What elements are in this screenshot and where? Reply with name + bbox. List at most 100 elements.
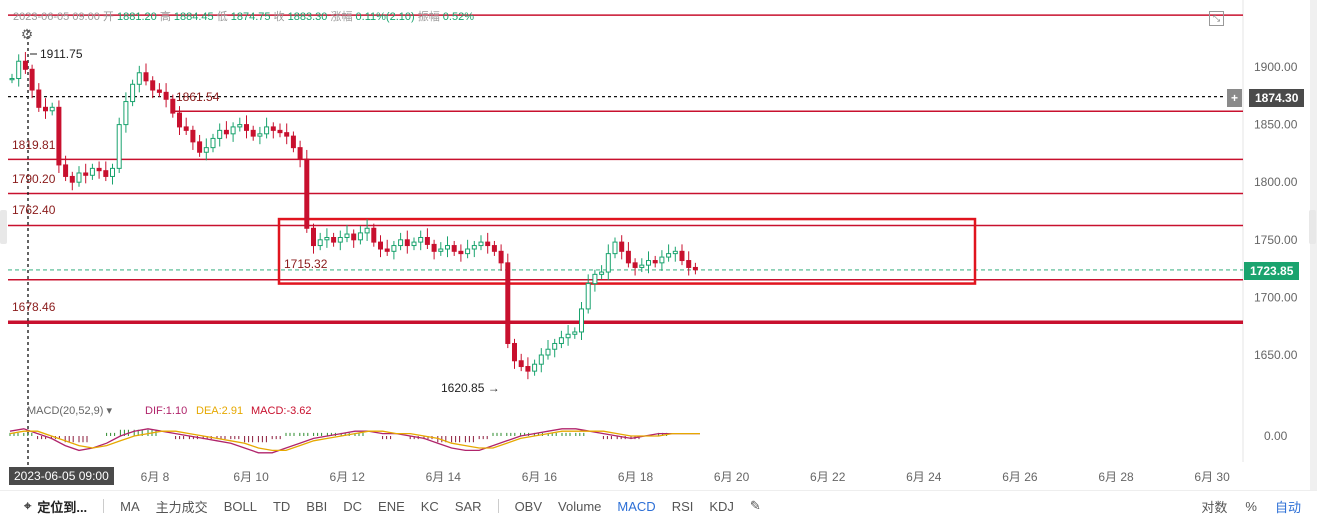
price-chart-svg[interactable]: 1900.00 1850.00 1800.00 1750.00 1700.00 1650.… (0, 0, 1317, 490)
ohlc-info-bar: 2023-06-05 09:00 开 1881.20 高 1884.45 低 1… (13, 8, 474, 24)
candle-body (43, 106, 48, 112)
candle-body (612, 241, 618, 255)
settings-icon[interactable]: ⚙ (20, 26, 34, 42)
candle-body (230, 126, 236, 135)
log-scale-toggle[interactable]: 对数 (1201, 499, 1228, 515)
level-label-1715: 1715.32 (284, 257, 328, 271)
candle-body (398, 239, 404, 247)
candle-body (512, 342, 517, 362)
info-change-label: 涨幅 (330, 11, 353, 23)
locate-button[interactable]: ⌖ 定位到... (24, 497, 87, 516)
candle-body (572, 331, 578, 335)
macd-dea-line (9, 430, 700, 452)
candle-body (297, 147, 303, 160)
candle-body (264, 126, 270, 135)
candle-body (76, 172, 82, 183)
indicator-macd[interactable]: MACD (617, 498, 656, 514)
x-tick-label: 6月 26 (1002, 470, 1038, 484)
candle-body (156, 89, 162, 93)
candle-body (116, 124, 122, 169)
candle-body (565, 333, 571, 339)
candle-body (22, 60, 28, 70)
candle-body (632, 262, 638, 268)
indicator-toolbar: ⌖ 定位到... MA 主力成交 BOLL TD BBI DC ENE KC S… (0, 490, 1317, 521)
y-tick-label: 1900.00 (1254, 60, 1298, 74)
indicator-sar[interactable]: SAR (454, 498, 482, 514)
percent-scale-toggle[interactable]: % (1245, 498, 1257, 514)
candle-body (552, 342, 558, 350)
right-scroll-handle[interactable] (1309, 210, 1316, 244)
candle-body (277, 129, 283, 134)
candle-body (56, 106, 62, 166)
candle-body (177, 112, 182, 128)
candle-body (36, 89, 42, 108)
indicator-obv[interactable]: OBV (514, 498, 543, 514)
level-label-1819: 1819.81 (12, 138, 56, 152)
divider (103, 499, 105, 513)
add-alert-icon[interactable]: + (1227, 89, 1243, 107)
candle-body (244, 124, 249, 131)
high-price-label: 1911.75 (40, 47, 83, 61)
x-tick-label: 6月 18 (618, 470, 654, 484)
candle-body (150, 80, 156, 91)
candle-body (545, 348, 551, 356)
indicator-ene[interactable]: ENE (378, 498, 405, 514)
candle-body (96, 167, 102, 172)
candle-body (431, 243, 437, 252)
locate-label: 定位到... (37, 499, 88, 515)
y-tick-label: 1650.00 (1254, 348, 1298, 362)
indicator-ma[interactable]: MA (120, 498, 140, 514)
edit-indicators-icon[interactable]: ✎ (749, 498, 761, 513)
candle-body (666, 253, 672, 258)
candle-body (170, 98, 176, 114)
candle-body (351, 233, 357, 241)
candle-body (203, 147, 209, 153)
candle-body (592, 273, 598, 285)
x-tick-label: 6月 10 (233, 470, 269, 484)
x-tick-label: 6月 28 (1098, 470, 1134, 484)
crosshair-price-tag: 1874.30 (1249, 89, 1305, 107)
candle-body (357, 232, 363, 241)
indicator-main-volume[interactable]: 主力成交 (155, 499, 208, 515)
candle-body (692, 266, 698, 271)
right-scroll-strip[interactable] (1310, 0, 1317, 490)
macd-dif-line (9, 428, 700, 454)
candle-body (458, 250, 464, 255)
fullscreen-icon[interactable]: ⤡ (1209, 11, 1224, 26)
info-change: 0.11%(2.10) (355, 11, 415, 23)
indicator-kc[interactable]: KC (420, 498, 439, 514)
info-close: 1883.30 (287, 11, 328, 23)
candle-body (163, 91, 169, 100)
indicator-td[interactable]: TD (272, 498, 291, 514)
x-tick-label: 6月 14 (426, 470, 462, 484)
consolidation-highlight-box[interactable] (277, 217, 977, 285)
indicator-dc[interactable]: DC (343, 498, 363, 514)
candle-body (411, 241, 417, 247)
candle-body (619, 241, 625, 252)
indicator-kdj[interactable]: KDJ (709, 498, 734, 514)
indicator-bbi[interactable]: BBI (306, 498, 328, 514)
candle-body (371, 227, 377, 243)
indicator-boll[interactable]: BOLL (223, 498, 257, 514)
info-open: 1881.20 (116, 11, 157, 23)
y-tick-label: 1700.00 (1254, 290, 1298, 304)
indicator-volume[interactable]: Volume (558, 498, 602, 514)
candle-body (672, 250, 678, 255)
left-scroll-handle[interactable] (0, 210, 7, 244)
candle-body (518, 360, 524, 368)
candle-body (364, 227, 370, 234)
x-tick-label: 6月 8 (141, 470, 170, 484)
macd-legend-dif: DIF:1.10 (145, 405, 187, 417)
level-label-1790: 1790.20 (12, 172, 56, 186)
indicator-rsi[interactable]: RSI (671, 498, 694, 514)
candle-body (237, 124, 243, 128)
candle-body (558, 337, 564, 344)
candle-body (378, 241, 383, 250)
auto-scale-toggle[interactable]: 自动 (1274, 499, 1301, 515)
candle-body (686, 260, 692, 268)
candle-body (538, 354, 544, 365)
candle-body (652, 260, 658, 264)
candle-body (599, 271, 605, 275)
x-tick-label: 6月 24 (906, 470, 942, 484)
